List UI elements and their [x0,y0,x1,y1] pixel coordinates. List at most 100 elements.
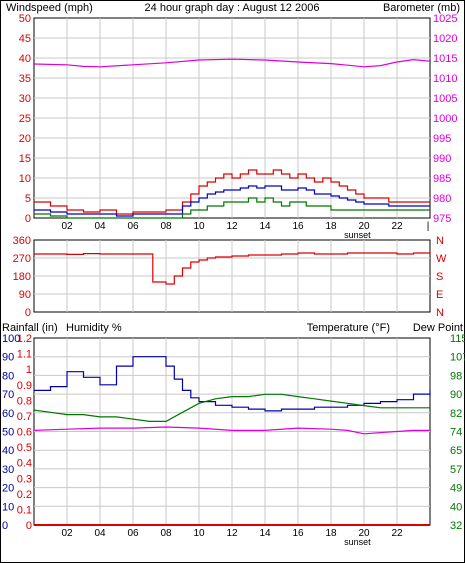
sunset-label: sunset [344,537,371,547]
wind-panel-x-tick: 06 [127,221,139,232]
dewpoint-axis-label: Dew Point [413,322,463,334]
temperature-tick: 82 [450,408,462,420]
temperature-tick: 115 [450,333,465,345]
windspeed-tick: 15 [19,153,31,165]
direction-tick: 90 [19,289,31,301]
humidity-tick: 40 [2,445,14,457]
windspeed-tick: 10 [19,173,31,185]
humidity-temperature-panel: 10090807060504030201001.21.110.90.80.70.… [2,333,465,547]
wind-panel-x-tick: 04 [94,221,106,232]
temperature-tick: 90 [450,389,462,401]
humidity-panel-x-tick: 04 [94,528,106,539]
temperature-tick: 74 [450,427,462,439]
humidity-panel-x-tick: 12 [226,528,238,539]
wind-panel-x-tick: 18 [325,221,337,232]
windspeed-tick: 5 [25,193,31,205]
windspeed-axis-label: Windspeed (mph) [6,2,93,14]
temperature-tick: 49 [450,483,462,495]
wind-avg-line [34,185,430,217]
rainfall-tick: 0.8 [17,395,32,407]
compass-tick: E [436,289,443,301]
compass-tick: N [436,235,444,247]
rainfall-tick: 0 [26,520,32,532]
windspeed-tick: 20 [19,133,31,145]
barometer-tick: 990 [433,153,451,165]
humidity-panel-x-tick: 14 [259,528,271,539]
windspeed-tick: 40 [19,53,31,65]
humidity-panel-x-tick: 16 [292,528,304,539]
wind-panel-x-tick: 20 [358,221,370,232]
windspeed-tick: 0 [25,213,31,225]
humidity-tick: 10 [2,501,14,513]
temperature-tick: 32 [450,520,462,532]
barometer-tick: 1020 [433,33,457,45]
wind-panel-x-tick: 22 [391,221,403,232]
direction-tick: 0 [25,307,31,319]
rainfall-tick: 0.7 [17,411,32,423]
compass-tick: N [436,307,444,319]
temperature-tick: 107 [450,352,465,364]
rainfall-tick: 0.2 [17,489,32,501]
wind-panel-x-tick: 12 [226,221,238,232]
wind-panel-x-tick: 16 [292,221,304,232]
humidity-panel-x-tick: 02 [61,528,73,539]
humidity-tick: 50 [2,427,14,439]
x-end-tick: | [427,221,430,232]
barometer-tick: 975 [433,213,451,225]
humidity-axis-label: Humidity % [66,322,122,334]
barometer-tick: 980 [433,193,451,205]
wind-gust-line [34,169,430,215]
rainfall-tick: 0.6 [17,427,32,439]
direction-tick: 180 [13,271,31,283]
humidity-panel-x-tick: 20 [358,528,370,539]
temperature-tick: 65 [450,445,462,457]
rainfall-axis-label: Rainfall (in) [2,322,58,334]
barometer-tick: 985 [433,173,451,185]
barometer-tick: 1025 [433,13,457,25]
rainfall-tick: 0.4 [17,458,32,470]
wind-low-line [34,197,430,219]
wind-direction-line [34,252,431,285]
graph-title: 24 hour graph day : August 12 2006 [145,2,320,14]
compass-tick: S [436,271,443,283]
rainfall-tick: 0.9 [17,380,32,392]
wind-panel-x-tick: 14 [259,221,271,232]
humidity-tick: 20 [2,483,14,495]
barometer-tick: 1010 [433,73,457,85]
rainfall-tick: 1.2 [17,333,32,345]
dewpoint-line [33,426,430,435]
windspeed-tick: 35 [19,73,31,85]
humidity-panel-x-tick: 08 [160,528,172,539]
temperature-tick: 40 [450,501,462,513]
direction-tick: 360 [13,235,31,247]
temperature-axis-label: Temperature (°F) [307,322,390,334]
barometer-tick: 1015 [433,53,457,65]
rainfall-tick: 0.3 [17,473,32,485]
windspeed-tick: 50 [19,13,31,25]
humidity-tick: 70 [2,389,14,401]
rainfall-tick: 0.1 [17,504,32,516]
barometer-axis-label: Barometer (mb) [383,2,460,14]
wind-barometer-panel: 5045403530252015105010251020101510101005… [19,13,458,240]
wind-panel-x-tick: 08 [160,221,172,232]
wind-panel-x-tick: 02 [61,221,73,232]
barometer-tick: 995 [433,133,451,145]
rainfall-tick: 0.5 [17,442,32,454]
humidity-line [34,356,431,412]
windspeed-tick: 25 [19,113,31,125]
rainfall-tick: 1.1 [17,349,32,361]
humidity-tick: 100 [2,333,20,345]
windspeed-tick: 45 [19,33,31,45]
barometer-tick: 1000 [433,113,457,125]
humidity-tick: 0 [2,520,8,532]
humidity-panel-x-tick: 22 [391,528,403,539]
barometer-line [33,58,431,68]
compass-tick: W [436,253,447,265]
windspeed-tick: 30 [19,93,31,105]
temperature-tick: 98 [450,370,462,382]
humidity-panel-x-tick: 10 [193,528,205,539]
humidity-tick: 90 [2,352,14,364]
humidity-panel-x-tick: 18 [325,528,337,539]
